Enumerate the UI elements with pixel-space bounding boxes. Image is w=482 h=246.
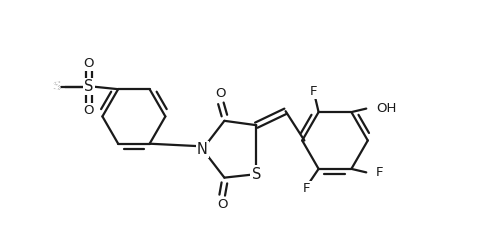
Text: F: F <box>309 85 317 98</box>
Text: O: O <box>217 198 228 211</box>
Text: OH: OH <box>376 102 397 115</box>
Text: S: S <box>52 80 60 93</box>
Text: O: O <box>83 57 94 70</box>
Text: F: F <box>303 182 310 195</box>
Text: O: O <box>83 104 94 117</box>
Text: F: F <box>376 166 383 179</box>
Text: S: S <box>52 80 60 93</box>
Text: S: S <box>50 80 58 93</box>
Text: N: N <box>197 142 208 157</box>
Text: S: S <box>84 79 94 94</box>
Text: S: S <box>252 167 261 182</box>
Text: O: O <box>215 87 226 100</box>
Text: S: S <box>36 80 44 93</box>
